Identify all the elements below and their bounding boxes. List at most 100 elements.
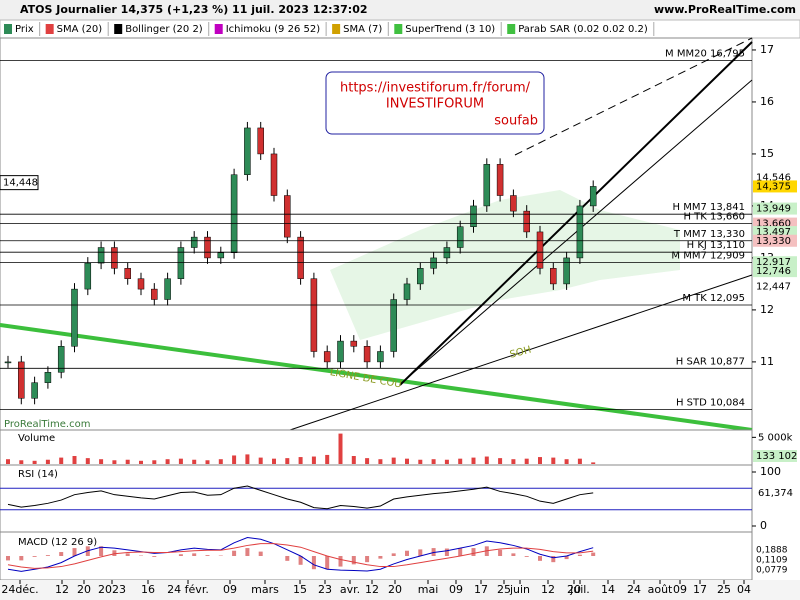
candle	[204, 236, 211, 259]
channel-line	[289, 274, 753, 431]
volume-bar	[325, 454, 330, 464]
y-tick-label: 11	[760, 355, 774, 368]
volume-bar	[6, 459, 10, 464]
candle	[84, 262, 92, 290]
panel-title: RSI (14)	[18, 469, 58, 480]
macd-hist	[32, 556, 37, 557]
channel-line	[399, 41, 753, 386]
x-tick-label: 23	[318, 583, 332, 596]
price-marker-label: 13,330	[756, 236, 791, 247]
volume-bar	[19, 460, 24, 464]
candle	[217, 252, 225, 259]
macd-hist	[205, 555, 210, 556]
price-marker-label: 13,660	[756, 219, 791, 230]
x-tick-label: 25	[497, 583, 511, 596]
legend-label: SMA (7)	[343, 24, 382, 35]
candle	[576, 205, 584, 259]
candle	[151, 288, 158, 300]
candle	[4, 361, 12, 364]
macd-line	[7, 537, 594, 572]
x-tick-label: 2023	[98, 583, 126, 596]
volume-bar	[258, 457, 263, 464]
macd-hist	[564, 556, 569, 560]
macd-hist	[351, 556, 356, 565]
legend-label: Parab SAR (0.02 0.02 0.2)	[518, 24, 648, 35]
x-tick-label: 09	[223, 583, 237, 596]
x-tick-label: 12	[541, 583, 555, 596]
volume-bar	[511, 459, 516, 464]
candle	[18, 361, 25, 399]
price-marker-label: 14,546	[756, 173, 791, 184]
level-label: M TK 12,095	[682, 293, 745, 304]
x-tick-label: 15	[293, 583, 307, 596]
watermark: ProRealTime.com	[4, 419, 90, 430]
legend-swatch	[394, 24, 403, 34]
volume-bar	[311, 456, 316, 464]
candle	[164, 278, 171, 300]
rsi-last: 61,374	[758, 488, 793, 499]
legend-swatch	[214, 24, 223, 34]
volume-bar	[272, 458, 276, 464]
volume-panel	[0, 429, 753, 466]
candle	[483, 164, 491, 207]
volume-bar	[298, 457, 303, 464]
level-label: M MM20 16,795	[665, 49, 745, 60]
candle	[71, 288, 78, 347]
volume-bar	[365, 458, 370, 464]
candle	[230, 174, 238, 253]
site[interactable]: www.ProRealTime.com	[654, 3, 796, 16]
volume-bar	[444, 459, 449, 464]
candle	[137, 278, 145, 290]
macd-hist	[325, 556, 330, 570]
candle	[111, 247, 118, 269]
x-tick-label: 24	[627, 583, 641, 596]
rsi-panel	[0, 464, 753, 533]
macd-label: 0,0779	[756, 566, 788, 576]
price-marker-label: 13,497	[756, 227, 791, 238]
macd-hist	[418, 549, 423, 556]
x-tick-label: 12	[365, 583, 379, 596]
left-marker-label: 14,448	[3, 178, 38, 189]
volume-bar	[285, 458, 290, 464]
macd-hist	[72, 548, 77, 556]
volume-bar	[498, 458, 503, 464]
x-tick-label: 20	[388, 583, 402, 596]
candle	[177, 247, 185, 279]
macd-hist	[19, 556, 24, 561]
macd-hist	[258, 551, 263, 556]
x-tick-label: 04	[737, 583, 751, 596]
price-marker	[753, 280, 797, 293]
y-tick-label: 0	[760, 519, 767, 532]
x-tick-label: 09	[449, 583, 463, 596]
macd-hist	[125, 553, 130, 556]
legend-swatch	[332, 24, 341, 34]
macd-hist	[591, 552, 596, 556]
candle	[257, 127, 264, 155]
volume-bar	[45, 459, 50, 464]
macd-hist	[498, 549, 503, 556]
macd-label: 0,1109	[756, 556, 788, 566]
candle	[310, 278, 318, 352]
volume-bar	[471, 457, 476, 464]
x-tick-label: avr.	[340, 583, 360, 596]
level-label: M MM7 12,909	[671, 251, 745, 262]
price-marker-label: 12,917	[756, 257, 791, 268]
annotation-url[interactable]: https://investiforum.fr/forum/	[340, 81, 531, 96]
x-tick-label: 12	[55, 583, 69, 596]
trendline	[0, 323, 753, 432]
x-tick-label: mars	[251, 583, 279, 596]
candle	[124, 268, 131, 279]
macd-hist	[192, 553, 197, 556]
legend-label: SMA (20)	[57, 24, 103, 35]
macd-hist	[524, 556, 529, 557]
legend-swatch	[4, 24, 12, 34]
volume-bar	[192, 459, 197, 464]
level-label: H STD 10,084	[676, 398, 745, 409]
volume-marker	[753, 450, 797, 462]
volume-bar	[152, 460, 157, 464]
candle	[563, 257, 570, 285]
y-tick-label: 100	[760, 465, 781, 478]
legend-swatch	[45, 24, 54, 34]
x-tick-label: 20	[567, 583, 581, 596]
